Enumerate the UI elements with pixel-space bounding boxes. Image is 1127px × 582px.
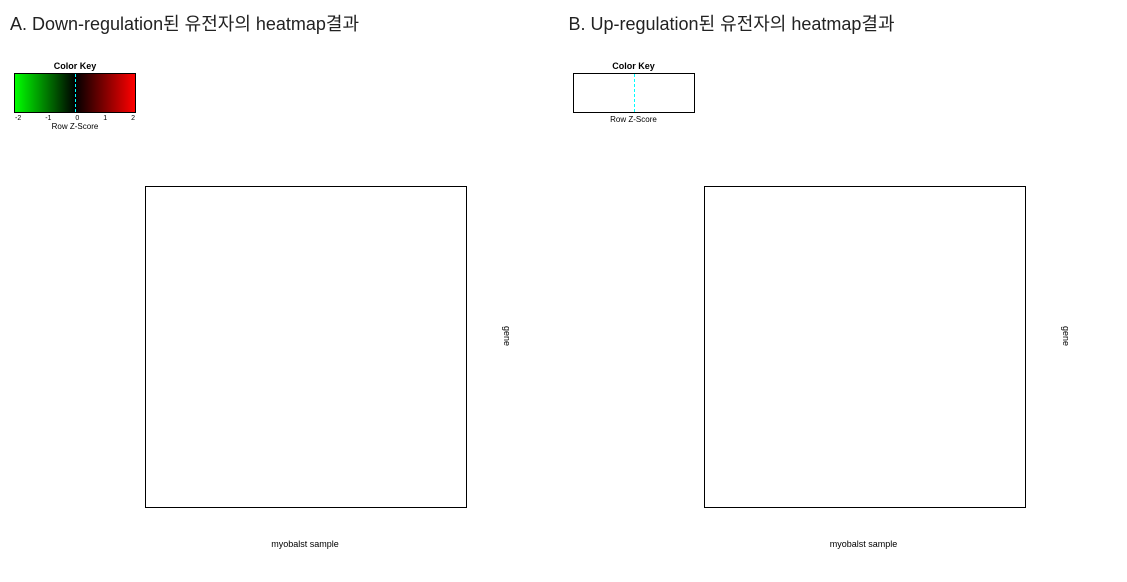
panel-a-col-dendrogram [170,66,490,181]
panel-a-title: A. Down-regulation된 유전자의 heatmap결과 [10,10,559,36]
panel-b-yaxis-title: gene [1061,326,1071,346]
colorkey-zero-line [75,74,76,112]
panel-b-heatmap [704,186,1026,508]
panel-a-row-dendrogram [10,186,140,506]
colorkey-title: Color Key [10,61,140,71]
colorkey-gradient [573,73,695,113]
panel-b-colorkey: Color Key Row Z-Score [569,61,699,151]
figure-container: A. Down-regulation된 유전자의 heatmap결과 Color… [10,10,1117,551]
panel-a-colorkey: Color Key -2-1012 Row Z-Score [10,61,140,151]
colorkey-xlabel: Row Z-Score [569,115,699,124]
panel-b: B. Up-regulation된 유전자의 heatmap결과 Color K… [569,10,1118,551]
panel-b-plot: Color Key Row Z-Score gene myobalst samp… [569,61,1109,551]
panel-b-xaxis-title: myobalst sample [704,539,1024,549]
panel-b-row-dendrogram [569,186,699,506]
panel-a-yaxis-title: gene [502,326,512,346]
colorkey-xlabel: Row Z-Score [10,122,140,131]
panel-a: A. Down-regulation된 유전자의 heatmap결과 Color… [10,10,559,551]
panel-b-col-labels [704,509,1024,529]
colorkey-ticks: -2-1012 [15,115,135,122]
panel-a-col-labels [145,509,465,529]
panel-b-col-dendrogram [729,66,1049,181]
panel-a-heatmap [145,186,467,508]
panel-a-plot: Color Key -2-1012 Row Z-Score gene myoba… [10,61,550,551]
colorkey-gradient [14,73,136,113]
colorkey-title: Color Key [569,61,699,71]
colorkey-zero-line [634,74,635,112]
panel-b-title: B. Up-regulation된 유전자의 heatmap결과 [569,10,1118,36]
panel-a-xaxis-title: myobalst sample [145,539,465,549]
